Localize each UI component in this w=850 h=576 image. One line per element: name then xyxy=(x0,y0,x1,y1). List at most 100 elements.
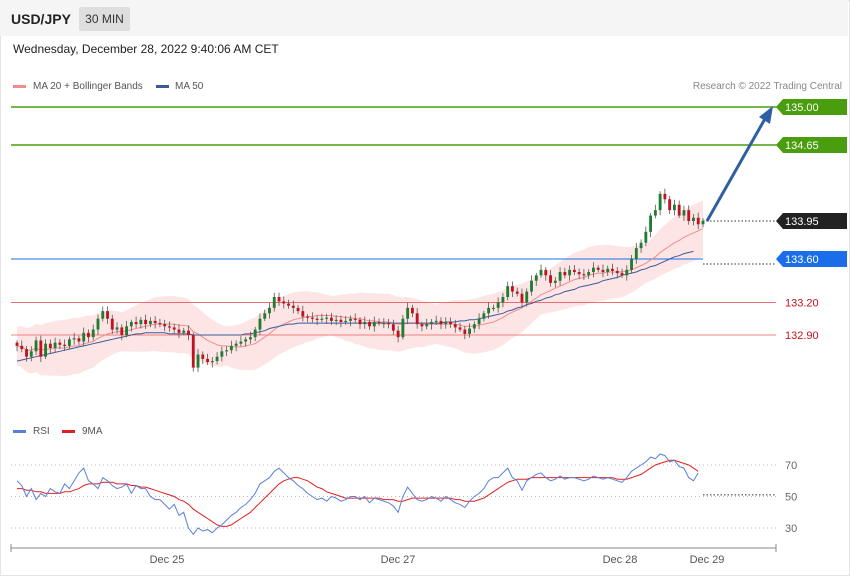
candle-body xyxy=(287,303,290,306)
candle-body xyxy=(339,319,343,322)
candle-body xyxy=(87,332,90,338)
candle-body xyxy=(387,323,391,325)
candle-body xyxy=(101,311,105,319)
candle-body xyxy=(25,349,28,357)
candle-body xyxy=(410,307,414,314)
candle-body xyxy=(658,193,662,211)
target-label-135.00: 135.00 xyxy=(785,102,819,114)
candle-body xyxy=(434,320,438,323)
x-tick-label: Dec 25 xyxy=(150,554,185,566)
candle-body xyxy=(96,318,100,330)
candle-body xyxy=(187,330,190,335)
ma50-legend-label: MA 50 xyxy=(175,81,204,92)
candle-body xyxy=(34,340,38,352)
x-tick-label: Dec 28 xyxy=(603,554,638,566)
candle-body xyxy=(563,272,567,276)
candle-body xyxy=(377,321,381,324)
candle-body xyxy=(672,204,676,211)
candle-body xyxy=(196,354,200,368)
candle-body xyxy=(296,307,300,312)
candle-body xyxy=(687,210,691,221)
candle-body xyxy=(201,354,205,359)
candle-body xyxy=(530,280,533,292)
candle-body xyxy=(63,344,67,346)
ma50-legend-swatch xyxy=(156,85,169,88)
candle-body xyxy=(72,338,76,340)
candle-body xyxy=(544,269,548,276)
candle-body xyxy=(177,329,181,333)
candle-body xyxy=(215,356,219,362)
toolbar: USD/JPY 30 MIN xyxy=(0,0,848,36)
candle-body xyxy=(644,231,648,243)
candle-body xyxy=(67,339,71,346)
candle-body xyxy=(506,286,510,297)
candle-body xyxy=(39,340,43,357)
candle-body xyxy=(696,217,700,225)
candle-body xyxy=(244,339,248,342)
forecast-arrow xyxy=(705,116,768,222)
candle-body xyxy=(568,269,572,276)
candle-body xyxy=(263,313,267,319)
candle-body xyxy=(144,319,148,325)
candle-body xyxy=(358,319,362,325)
candle-body xyxy=(15,342,19,346)
candle-body xyxy=(239,341,243,344)
candle-body xyxy=(511,286,514,292)
timeframe-button[interactable]: 30 MIN xyxy=(79,7,130,31)
candle-body xyxy=(191,335,195,368)
candle-body xyxy=(515,291,519,294)
candle-body xyxy=(139,319,143,325)
candle-body xyxy=(363,321,367,325)
candle-body xyxy=(649,215,653,232)
rsi-line xyxy=(16,453,699,536)
pivot-tag xyxy=(776,251,847,267)
rsi-tick-50: 50 xyxy=(785,492,797,504)
rsi-tick-70: 70 xyxy=(785,460,797,472)
candle-body xyxy=(310,317,314,319)
candle-body xyxy=(168,326,171,328)
candle-body xyxy=(353,318,357,320)
candle-body xyxy=(444,321,448,325)
candle-body xyxy=(291,305,295,308)
candle-body xyxy=(77,338,81,342)
candle-body xyxy=(468,328,471,334)
x-tick-label: Dec 29 xyxy=(690,554,725,566)
rsi-ma-legend-swatch xyxy=(62,430,75,433)
candle-body xyxy=(496,302,500,308)
candle-body xyxy=(558,272,562,281)
candle-body xyxy=(91,329,95,338)
target-tag-134.65 xyxy=(776,137,847,153)
candle-body xyxy=(534,275,538,281)
candle-body xyxy=(372,321,376,327)
candle-body xyxy=(472,324,476,329)
candle-body xyxy=(258,318,262,330)
candle-body xyxy=(115,327,119,330)
timestamp: Wednesday, December 28, 2022 9:40:06 AM … xyxy=(13,42,279,56)
candle-body xyxy=(477,318,481,325)
candle-body xyxy=(587,272,591,276)
x-tick-label: Dec 27 xyxy=(381,554,416,566)
pivot-label: 133.60 xyxy=(785,254,819,266)
support-label-132.90: 132.90 xyxy=(785,330,819,342)
pair-title: USD/JPY xyxy=(11,11,71,27)
candle-body xyxy=(653,210,657,216)
candle-body xyxy=(182,330,186,333)
candle-body xyxy=(48,343,52,349)
candle-body xyxy=(253,329,257,338)
candle-body xyxy=(396,330,400,338)
candle-body xyxy=(582,274,586,276)
credit-text: Research © 2022 Trading Central xyxy=(692,81,842,92)
candle-body xyxy=(615,270,619,274)
candle-body xyxy=(458,327,462,330)
candle-body xyxy=(120,327,124,335)
candle-body xyxy=(449,321,452,325)
candle-body xyxy=(129,321,133,327)
candle-body xyxy=(29,351,33,357)
candle-body xyxy=(401,318,405,338)
rsi-legend-swatch xyxy=(13,430,26,433)
candle-body xyxy=(677,204,681,216)
candle-body xyxy=(611,268,614,271)
candle-body xyxy=(596,267,600,270)
